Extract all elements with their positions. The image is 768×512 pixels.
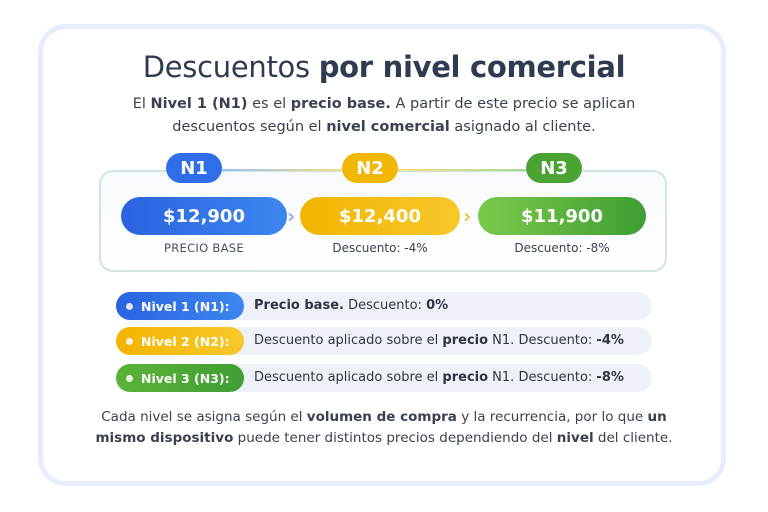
intro-text: El Nivel 1 (N1) es el precio base. A par… bbox=[90, 93, 678, 139]
row2-t2: N1. Descuento: bbox=[488, 333, 597, 348]
page-title: Descuentos por nivel comercial bbox=[0, 50, 768, 84]
footer-b3: nivel bbox=[556, 430, 594, 446]
level-row-1: Nivel 1 (N1): Precio base. Descuento: 0% bbox=[116, 292, 652, 320]
row-description-1: Precio base. Descuento: 0% bbox=[254, 292, 448, 320]
row-description-3: Descuento aplicado sobre el precio N1. D… bbox=[254, 364, 624, 392]
row3-t2: N1. Descuento: bbox=[488, 370, 597, 385]
price-pill-n1: $12,900 bbox=[121, 197, 287, 235]
footer-t3: puede tener distintos precios dependiend… bbox=[233, 430, 557, 446]
footer-t2: y la recurrencia, por lo que bbox=[456, 409, 648, 425]
badge-label-1: Nivel 1 (N1): bbox=[141, 298, 230, 314]
caption-n3: Descuento: -8% bbox=[514, 241, 610, 255]
level-tag-n2: N2 bbox=[342, 153, 398, 183]
row3-b3: -8% bbox=[596, 370, 624, 385]
row2-b2: precio bbox=[442, 333, 489, 348]
intro-t2: es el bbox=[247, 96, 291, 112]
chevron-right-icon: › bbox=[287, 204, 296, 228]
badge-label-3: Nivel 3 (N3): bbox=[141, 370, 230, 386]
footer-note: Cada nivel se asigna según el volumen de… bbox=[90, 407, 678, 449]
intro-b2: precio base. bbox=[290, 96, 391, 112]
row2-t1: Descuento aplicado sobre el bbox=[254, 333, 443, 348]
level-badge-2: Nivel 2 (N2): bbox=[116, 327, 244, 355]
row1-b2: 0% bbox=[426, 298, 449, 313]
intro-t4: asignado al cliente. bbox=[449, 119, 596, 135]
title-part1: Descuentos bbox=[142, 50, 310, 84]
level-tag-n3: N3 bbox=[526, 153, 582, 183]
intro-b1: Nivel 1 (N1) bbox=[150, 96, 248, 112]
level-tag-n1: N1 bbox=[166, 153, 222, 183]
connector-line-1 bbox=[222, 169, 344, 171]
level-row-2: Nivel 2 (N2): Descuento aplicado sobre e… bbox=[116, 327, 652, 355]
title-part2: por nivel comercial bbox=[318, 50, 626, 84]
caption-n2: Descuento: -4% bbox=[332, 241, 428, 255]
footer-b2: un mismo dispositivo bbox=[95, 409, 667, 446]
caption-n1: PRECIO BASE bbox=[164, 241, 244, 255]
connector-line-2 bbox=[398, 169, 526, 171]
footer-t4: del cliente. bbox=[593, 430, 673, 446]
row2-b3: -4% bbox=[596, 333, 624, 348]
level-badge-1: Nivel 1 (N1): bbox=[116, 292, 244, 320]
chevron-right-icon: › bbox=[463, 204, 472, 228]
row1-b1: Precio base. bbox=[254, 298, 344, 313]
dot-icon bbox=[126, 337, 133, 345]
row1-t1: Descuento: bbox=[343, 298, 427, 313]
dot-icon bbox=[126, 374, 133, 382]
footer-t1: Cada nivel se asigna según el bbox=[101, 409, 307, 425]
dot-icon bbox=[126, 302, 133, 310]
row3-b2: precio bbox=[442, 370, 489, 385]
level-badge-3: Nivel 3 (N3): bbox=[116, 364, 244, 392]
footer-b1: volumen de compra bbox=[306, 409, 457, 425]
intro-t3: A partir de este precio se aplican descu… bbox=[172, 96, 636, 135]
level-row-3: Nivel 3 (N3): Descuento aplicado sobre e… bbox=[116, 364, 652, 392]
row3-t1: Descuento aplicado sobre el bbox=[254, 370, 443, 385]
badge-label-2: Nivel 2 (N2): bbox=[141, 333, 230, 349]
price-pill-n3: $11,900 bbox=[478, 197, 646, 235]
intro-b3: nivel comercial bbox=[326, 119, 450, 135]
intro-t1: El bbox=[132, 96, 151, 112]
row-description-2: Descuento aplicado sobre el precio N1. D… bbox=[254, 327, 624, 355]
price-pill-n2: $12,400 bbox=[300, 197, 460, 235]
